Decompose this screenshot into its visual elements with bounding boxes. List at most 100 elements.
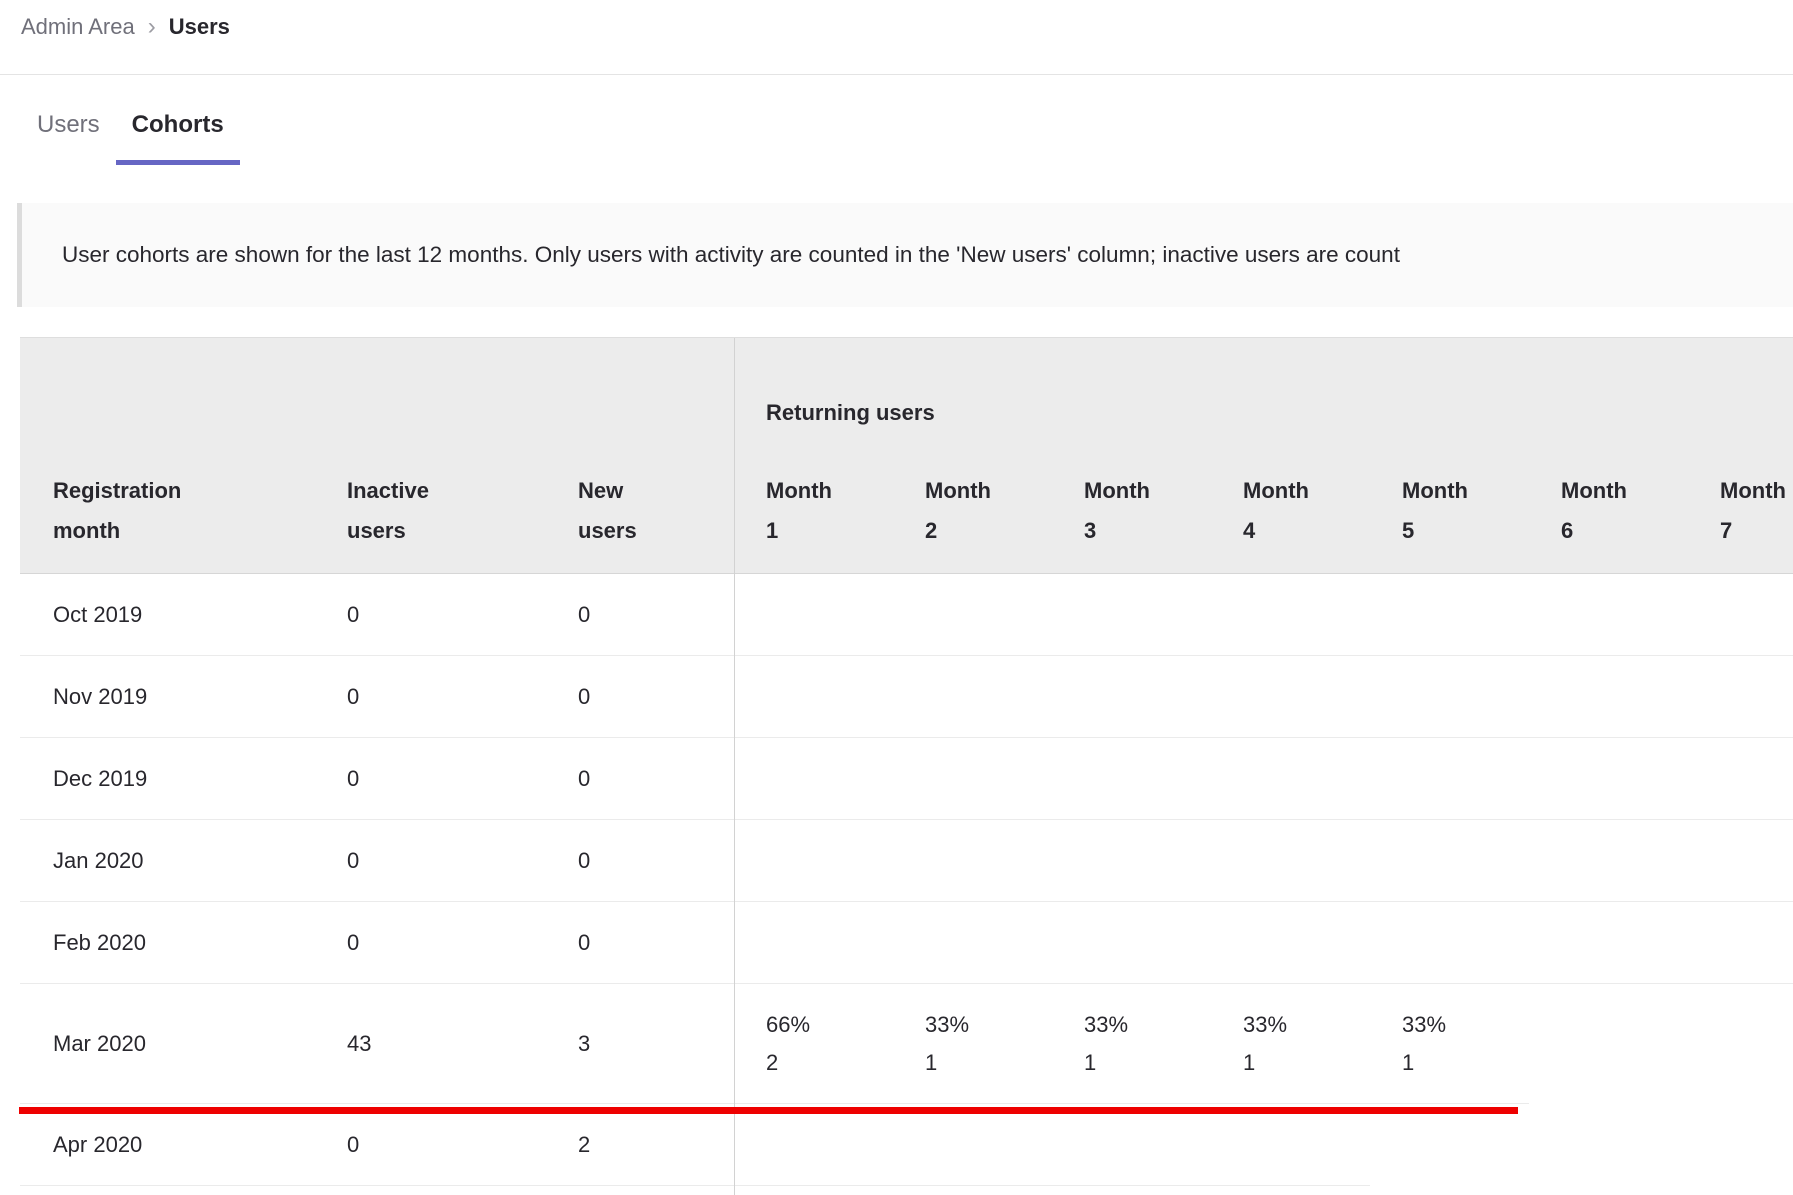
header-line: 5 <box>1402 518 1415 543</box>
returning-month-cell: 66% 2 <box>734 1006 893 1082</box>
header-line: 4 <box>1243 518 1256 543</box>
returning-percent: 33% <box>1402 1012 1447 1037</box>
breadcrumb-link-admin-area[interactable]: Admin Area <box>21 14 135 39</box>
returning-month-cell: 33% 1 <box>1052 1006 1211 1082</box>
chevron-right-icon: › <box>147 13 156 40</box>
header-line: Month <box>1084 478 1150 503</box>
registration-month-cell: Dec 2019 <box>53 766 148 791</box>
returning-count: 1 <box>1243 1050 1256 1075</box>
month-column-header: Month 2 <box>893 471 1052 551</box>
registration-month-cell: Mar 2020 <box>53 1031 146 1056</box>
returning-count: 1 <box>925 1050 938 1075</box>
tabs-bar: Users Cohorts <box>21 90 240 165</box>
row-divider <box>20 819 1793 820</box>
month-column-header: Month 6 <box>1529 471 1688 551</box>
header-line: month <box>53 518 121 543</box>
inactive-users-cell: 0 <box>347 1132 360 1157</box>
month-column-header: Month 5 <box>1370 471 1529 551</box>
returning-month-cell: 33% 1 <box>1211 1006 1370 1082</box>
returning-count: 2 <box>766 1050 779 1075</box>
cohorts-table-body: Oct 2019 0 0 Nov 2019 0 0 Dec 2019 0 0 J… <box>20 574 1793 1186</box>
header-line: users <box>347 518 406 543</box>
inactive-users-cell: 0 <box>347 602 360 627</box>
inactive-users-header: Inactive users <box>314 471 545 551</box>
registration-month-cell: Feb 2020 <box>53 930 146 955</box>
inactive-users-cell: 0 <box>347 684 360 709</box>
new-users-cell: 0 <box>578 848 591 873</box>
breadcrumb: Admin Area › Users <box>0 0 1793 75</box>
returning-month-cell <box>1529 1006 1688 1082</box>
header-line: 1 <box>766 518 779 543</box>
table-row: Dec 2019 0 0 <box>20 738 1793 820</box>
new-users-cell: 0 <box>578 930 591 955</box>
inactive-users-cell: 0 <box>347 848 360 873</box>
returning-percent: 33% <box>1084 1012 1129 1037</box>
header-line: Registration <box>53 478 182 503</box>
cohorts-info-text: User cohorts are shown for the last 12 m… <box>62 242 1400 267</box>
returning-users-group-header: Returning users <box>766 400 935 425</box>
new-users-cell: 0 <box>578 766 591 791</box>
tab-users[interactable]: Users <box>37 111 100 138</box>
returning-percent: 33% <box>925 1012 970 1037</box>
row-divider <box>20 1103 1529 1104</box>
header-line: 2 <box>925 518 938 543</box>
table-row: Feb 2020 0 0 <box>20 902 1793 984</box>
breadcrumb-current-users[interactable]: Users <box>168 14 230 39</box>
header-line: 6 <box>1561 518 1574 543</box>
returning-percent: 33% <box>1243 1012 1288 1037</box>
header-line: Inactive <box>347 478 429 503</box>
inactive-users-cell: 43 <box>347 1031 372 1056</box>
row-divider <box>20 901 1793 902</box>
month-column-header: Month 1 <box>734 471 893 551</box>
row-divider <box>20 1185 1370 1186</box>
cohorts-table-header: Returning users Registration month Inact… <box>20 338 1793 574</box>
cohorts-table: Returning users Registration month Inact… <box>19 337 1793 1195</box>
returning-month-cell: 33% 1 <box>893 1006 1052 1082</box>
row-divider <box>20 737 1793 738</box>
new-users-header: New users <box>545 471 734 551</box>
cohorts-info-banner: User cohorts are shown for the last 12 m… <box>17 203 1793 307</box>
row-divider <box>20 655 1793 656</box>
table-row: Mar 2020 43 3 66% 2 33% 1 33% 1 33% 1 33% 1 <box>20 984 1793 1104</box>
month-column-header: Month 4 <box>1211 471 1370 551</box>
returning-users-column-divider <box>734 338 735 1195</box>
row-divider <box>20 983 1793 984</box>
header-line: Month <box>766 478 832 503</box>
returning-percent: 66% <box>766 1012 811 1037</box>
returning-users-cells: 66% 2 33% 1 33% 1 33% 1 33% 1 <box>734 1006 1793 1082</box>
table-row: Jan 2020 0 0 <box>20 820 1793 902</box>
header-line: New <box>578 478 624 503</box>
header-line: Month <box>925 478 991 503</box>
returning-count: 1 <box>1402 1050 1415 1075</box>
header-line: Month <box>1720 478 1786 503</box>
inactive-users-cell: 0 <box>347 930 360 955</box>
column-headers-row: Registration month Inactive users New us… <box>20 471 1793 573</box>
tab-cohorts[interactable]: Cohorts <box>115 90 240 165</box>
new-users-cell: 2 <box>578 1132 591 1157</box>
month-column-header: Month 3 <box>1052 471 1211 551</box>
annotation-red-line <box>19 1107 1518 1114</box>
new-users-cell: 3 <box>578 1031 591 1056</box>
month-headers-row: Month 1 Month 2 Month 3 Month 4 Month 5 … <box>734 471 1793 551</box>
table-row: Nov 2019 0 0 <box>20 656 1793 738</box>
registration-month-cell: Jan 2020 <box>53 848 144 873</box>
returning-month-cell <box>1688 1006 1793 1082</box>
returning-count: 1 <box>1084 1050 1097 1075</box>
registration-month-header: Registration month <box>20 471 314 551</box>
header-line: users <box>578 518 637 543</box>
registration-month-cell: Apr 2020 <box>53 1132 143 1157</box>
registration-month-cell: Nov 2019 <box>53 684 148 709</box>
header-line: Month <box>1243 478 1309 503</box>
header-line: 3 <box>1084 518 1097 543</box>
table-row: Apr 2020 0 2 <box>20 1104 1793 1186</box>
header-line: Month <box>1402 478 1468 503</box>
header-line: 7 <box>1720 518 1733 543</box>
inactive-users-cell: 0 <box>347 766 360 791</box>
returning-month-cell: 33% 1 <box>1370 1006 1529 1082</box>
table-row: Oct 2019 0 0 <box>20 574 1793 656</box>
month-column-header: Month 7 <box>1688 471 1793 551</box>
header-line: Month <box>1561 478 1627 503</box>
registration-month-cell: Oct 2019 <box>53 602 143 627</box>
new-users-cell: 0 <box>578 684 591 709</box>
new-users-cell: 0 <box>578 602 591 627</box>
